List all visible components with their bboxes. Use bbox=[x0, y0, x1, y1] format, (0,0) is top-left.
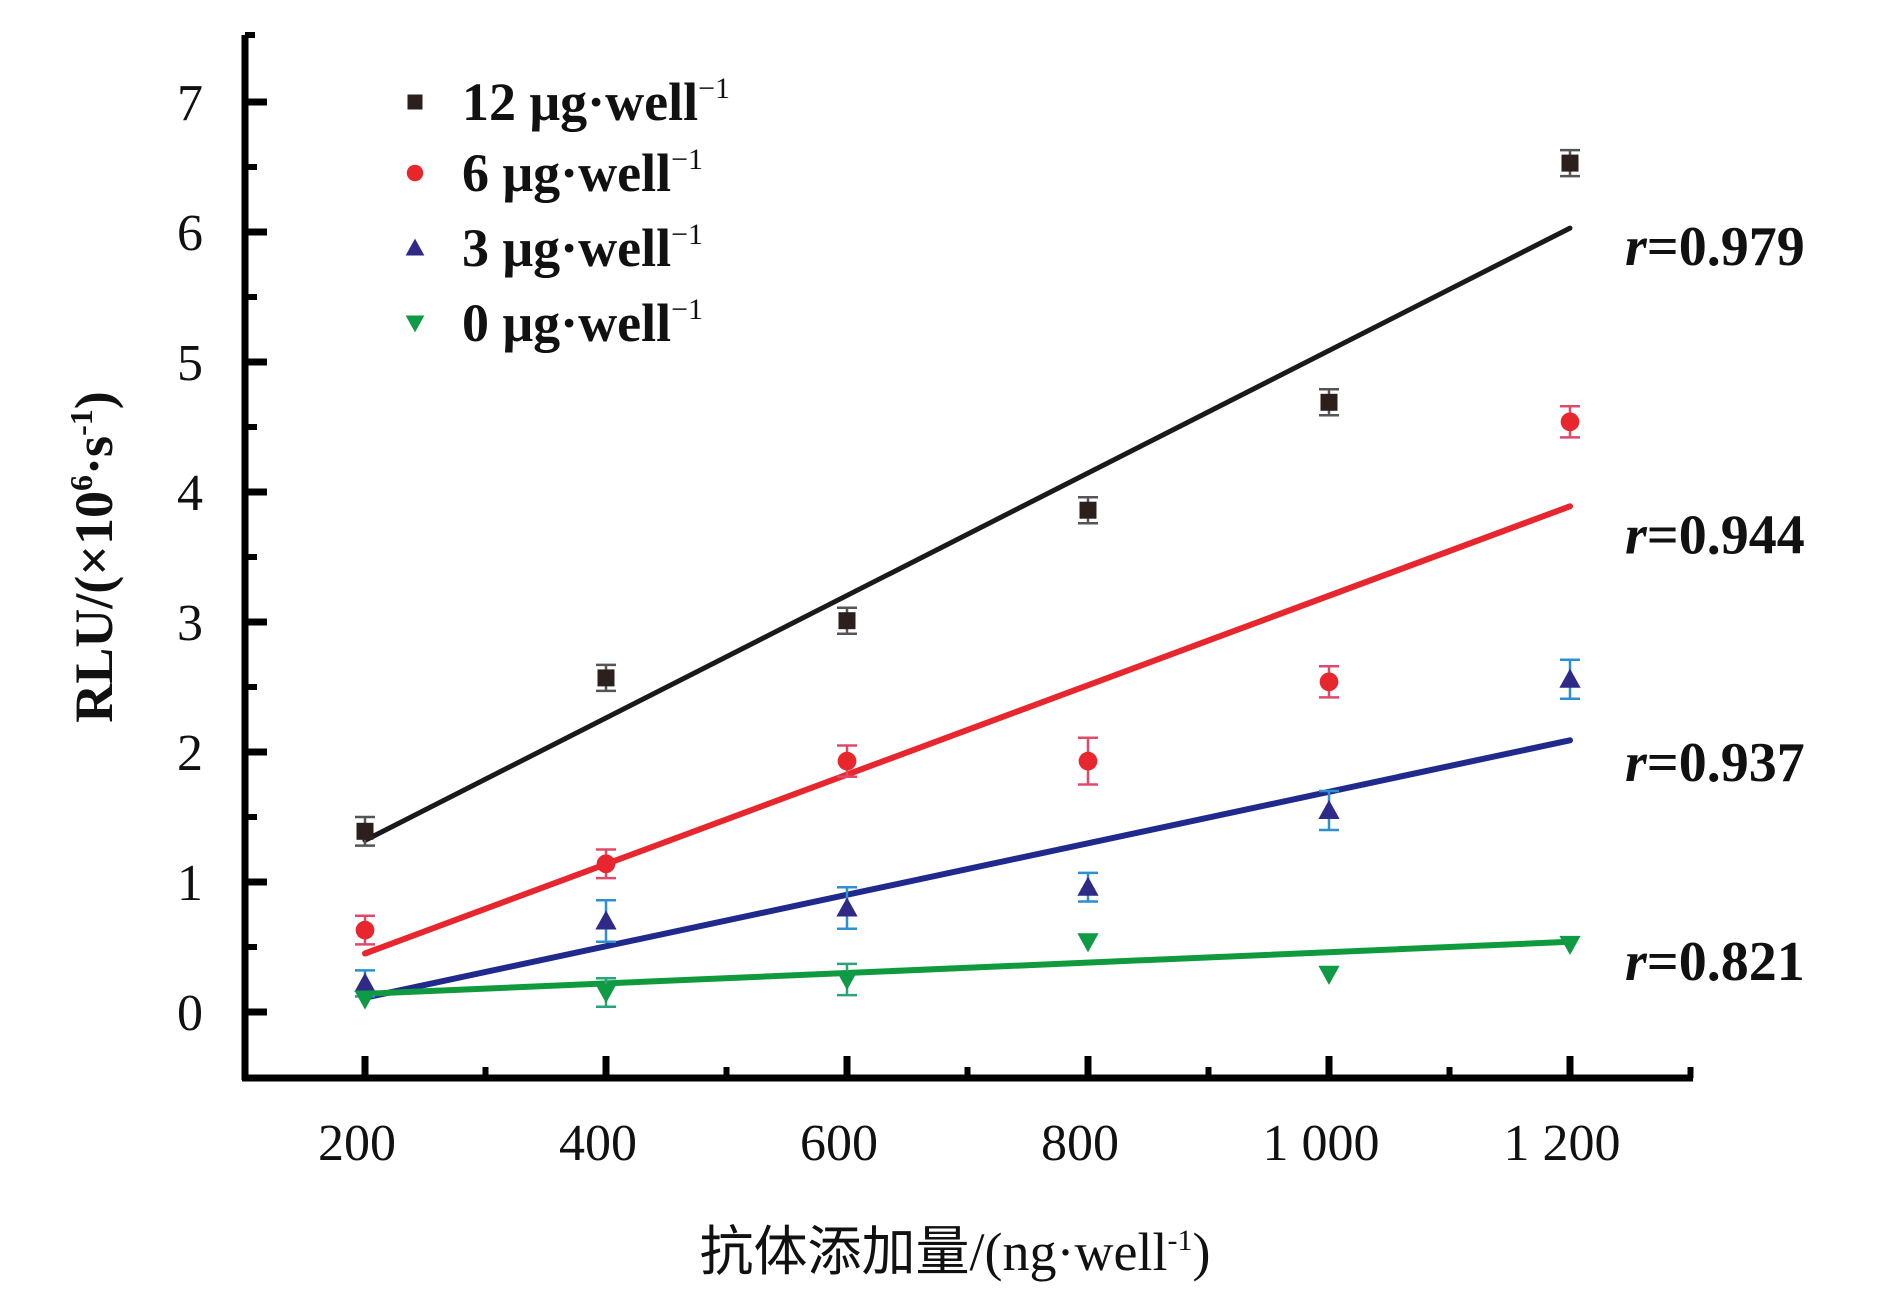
x-tick-label: 1 000 bbox=[1263, 1115, 1380, 1172]
legend-marker bbox=[406, 164, 424, 182]
legend-marker bbox=[405, 238, 425, 256]
axes: 0 1 2 3 4 5 6 7 200 400 600 800 1 000 1 200 bbox=[177, 32, 1694, 1172]
data-point bbox=[597, 669, 615, 687]
data-points bbox=[354, 148, 1581, 1010]
y-tick-label: 2 bbox=[177, 725, 203, 782]
data-point bbox=[1077, 933, 1099, 953]
r-label-value: =0.937 bbox=[1647, 732, 1805, 794]
y-axis-title-close: ) bbox=[64, 391, 124, 409]
r-label: r=0.944 bbox=[1625, 505, 1805, 567]
legend-label: 3 μg·well−1 bbox=[462, 218, 703, 278]
r-label-symbol: r bbox=[1625, 931, 1648, 993]
y-tick-label: 7 bbox=[177, 75, 203, 132]
y-axis-title: RLU/(×106·s-1) bbox=[63, 391, 124, 722]
data-point bbox=[595, 984, 617, 1004]
data-point bbox=[1077, 876, 1099, 896]
x-tick-label: 600 bbox=[800, 1115, 878, 1172]
data-point bbox=[838, 612, 856, 630]
data-point bbox=[356, 822, 374, 840]
y-axis-title-prefix: RLU/(×10 bbox=[64, 491, 124, 723]
legend-label-main: 6 μg·well bbox=[462, 143, 671, 203]
y-axis-title-sup2: -1 bbox=[63, 409, 99, 436]
x-axis-title: 抗体添加量/(ng·well-1) bbox=[700, 1222, 1211, 1282]
data-point bbox=[1560, 412, 1580, 432]
data-point bbox=[1559, 935, 1581, 956]
x-axis-title-sup: -1 bbox=[1167, 1224, 1192, 1257]
legend-label: 0 μg·well−1 bbox=[462, 293, 703, 353]
fit-lines bbox=[362, 225, 1573, 1001]
data-point bbox=[836, 971, 858, 991]
data-point bbox=[595, 910, 617, 930]
data-point bbox=[354, 990, 376, 1010]
r-label: r=0.937 bbox=[1625, 732, 1805, 794]
data-point bbox=[355, 920, 375, 940]
y-tick-label: 0 bbox=[177, 985, 203, 1042]
r-label-symbol: r bbox=[1625, 216, 1648, 278]
data-point bbox=[596, 854, 616, 874]
data-point bbox=[836, 897, 858, 917]
fit-line bbox=[362, 938, 1573, 997]
legend-label-sup: −1 bbox=[671, 143, 703, 176]
legend-label-sup: −1 bbox=[671, 293, 703, 326]
r-label-symbol: r bbox=[1625, 732, 1648, 794]
fit-line bbox=[362, 737, 1573, 1001]
legend-label-main: 0 μg·well bbox=[462, 293, 671, 353]
r-label-value: =0.821 bbox=[1647, 931, 1805, 993]
y-axis-title-sup1: 6 bbox=[63, 475, 99, 491]
x-tick-label: 200 bbox=[318, 1115, 396, 1172]
r-label-value: =0.944 bbox=[1647, 505, 1805, 567]
y-tick-label: 4 bbox=[177, 465, 203, 522]
x-axis-title-main: 抗体添加量/(ng·well bbox=[700, 1222, 1168, 1282]
data-point bbox=[1320, 393, 1338, 411]
legend-marker bbox=[407, 94, 423, 110]
legend-marker bbox=[405, 315, 425, 333]
legend-label-sup: −1 bbox=[698, 72, 730, 105]
data-point bbox=[1318, 965, 1340, 985]
data-point bbox=[1078, 751, 1098, 771]
data-point bbox=[1319, 672, 1339, 692]
x-tick-label: 1 200 bbox=[1504, 1115, 1621, 1172]
data-point bbox=[1559, 668, 1581, 688]
fit-line bbox=[362, 225, 1573, 843]
x-tick-label: 800 bbox=[1041, 1115, 1119, 1172]
data-point bbox=[1561, 154, 1579, 172]
y-axis-title-mid: ·s bbox=[64, 436, 124, 475]
r-label: r=0.821 bbox=[1625, 931, 1805, 993]
data-point bbox=[1318, 799, 1340, 819]
data-point bbox=[1079, 501, 1097, 519]
x-axis-title-close: ) bbox=[1192, 1222, 1210, 1282]
y-tick-label: 1 bbox=[177, 855, 203, 912]
data-point bbox=[354, 972, 376, 992]
legend-label-main: 12 μg·well bbox=[462, 72, 698, 132]
legend-label: 12 μg·well−1 bbox=[462, 72, 730, 132]
legend: 12 μg·well−16 μg·well−13 μg·well−10 μg·w… bbox=[405, 72, 730, 353]
r-label-value: =0.979 bbox=[1647, 216, 1805, 278]
legend-label-main: 3 μg·well bbox=[462, 218, 671, 278]
legend-label-sup: −1 bbox=[671, 218, 703, 251]
y-tick-label: 5 bbox=[177, 335, 203, 392]
y-tick-label: 6 bbox=[177, 205, 203, 262]
y-tick-label: 3 bbox=[177, 595, 203, 652]
legend-label: 6 μg·well−1 bbox=[462, 143, 703, 203]
r-label: r=0.979 bbox=[1625, 216, 1805, 278]
r-label-symbol: r bbox=[1625, 505, 1648, 567]
x-tick-label: 400 bbox=[559, 1115, 637, 1172]
fit-line bbox=[362, 503, 1573, 957]
data-point bbox=[837, 751, 857, 771]
